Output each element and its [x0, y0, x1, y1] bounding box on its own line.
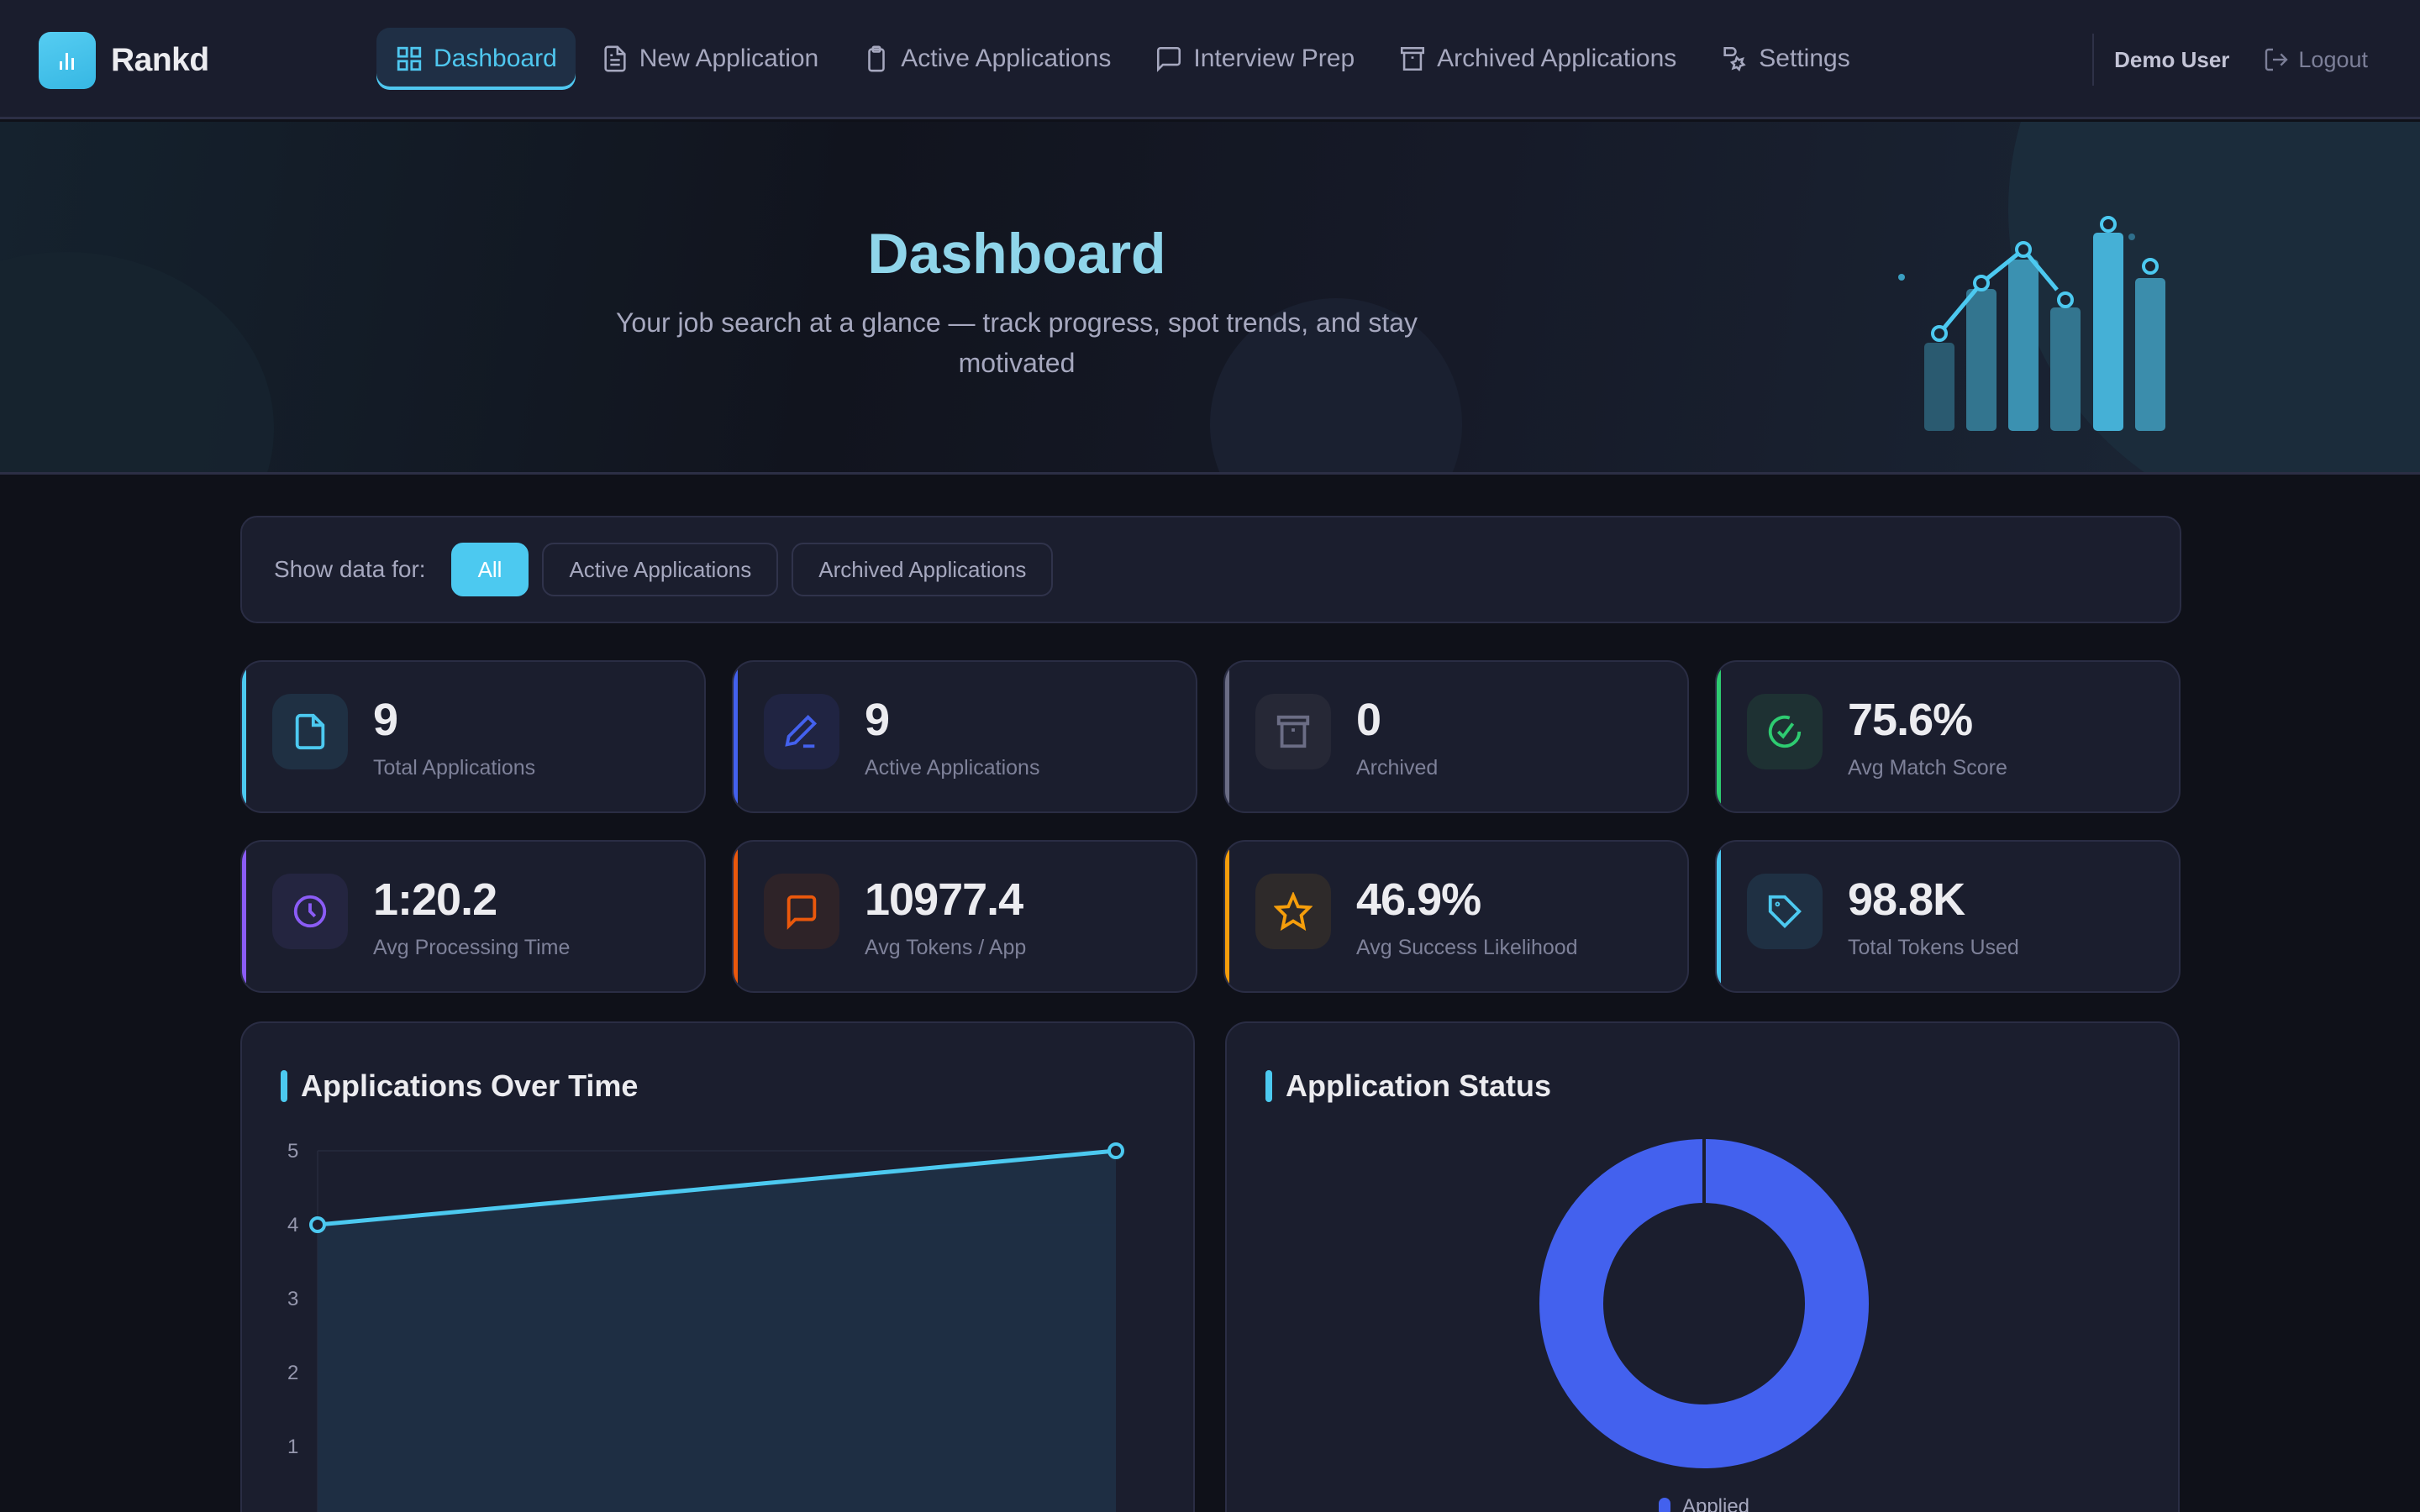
main-nav: Dashboard New Application Active Applica… [376, 28, 1876, 90]
status-donut-chart[interactable] [1227, 1023, 2180, 1512]
stat-value: 98.8K [1848, 874, 1965, 925]
y-tick: 2 [287, 1362, 298, 1384]
y-tick: 4 [287, 1214, 298, 1236]
title-accent [281, 1070, 287, 1102]
nav-label: Active Applications [901, 45, 1112, 72]
legend-swatch [1658, 1498, 1670, 1512]
nav-label: Archived Applications [1437, 45, 1677, 72]
title-accent [1265, 1070, 1272, 1102]
brand[interactable]: Rankd [39, 32, 209, 89]
nav-label: New Application [639, 45, 819, 72]
filter-label: Show data for: [274, 556, 426, 582]
stat-label: Avg Processing Time [373, 936, 571, 959]
stat-label: Total Applications [373, 756, 536, 780]
star-icon [1255, 874, 1331, 949]
top-navigation: Rankd Dashboard New Application Active A… [0, 0, 2420, 119]
accent-bar [242, 842, 246, 991]
chart-title: Application Status [1265, 1068, 1551, 1104]
logout-icon [2265, 48, 2289, 71]
nav-label: Dashboard [434, 45, 557, 72]
data-point [309, 1216, 326, 1233]
filter-archived-button[interactable]: Archived Applications [792, 543, 1054, 596]
stats-grid: 9 Total Applications 9 Active Applicatio… [240, 660, 2181, 993]
clipboard-icon [868, 45, 886, 72]
data-point [1107, 1142, 1124, 1159]
stat-card-total-tokens-used: 98.8K Total Tokens Used [1715, 840, 2181, 993]
y-tick: 5 [287, 1140, 298, 1163]
nav-item-archived-applications[interactable]: Archived Applications [1380, 28, 1695, 90]
stat-label: Avg Tokens / App [865, 936, 1027, 959]
brand-name: Rankd [111, 42, 209, 78]
y-tick: 3 [287, 1288, 298, 1310]
check-circle-icon [1747, 694, 1823, 769]
stat-label: Avg Match Score [1848, 756, 2007, 780]
user-name: Demo User [2114, 46, 2230, 72]
archive-icon [1255, 694, 1331, 769]
stat-card-avg-match-score: 75.6% Avg Match Score [1715, 660, 2181, 813]
hero-banner: Dashboard Your job search at a glance — … [0, 122, 2420, 475]
stat-card-archived: 0 Archived [1223, 660, 1689, 813]
divider [2092, 34, 2095, 86]
stat-label: Archived [1356, 756, 1439, 780]
logout-button[interactable]: Logout [2263, 46, 2368, 73]
accent-bar [734, 842, 738, 991]
data-filter-bar: Show data for: All Active Applications A… [240, 516, 2181, 623]
stat-value: 0 [1356, 695, 1381, 745]
bar-chart-icon [39, 32, 96, 89]
tag-icon [1747, 874, 1823, 949]
stat-label: Active Applications [865, 756, 1040, 780]
chart-title: Applications Over Time [281, 1068, 638, 1104]
filter-all-button[interactable]: All [450, 543, 529, 596]
message-icon [764, 874, 839, 949]
chart-title-text: Application Status [1286, 1068, 1552, 1103]
nav-label: Interview Prep [1193, 45, 1355, 72]
stat-card-active-applications: 9 Active Applications [732, 660, 1197, 813]
accent-bar [734, 662, 738, 811]
nav-item-settings[interactable]: Settings [1702, 28, 1868, 90]
application-status-card: Application Status Applied [1225, 1021, 2180, 1512]
legend-label[interactable]: Applied [1681, 1495, 1750, 1512]
nav-label: Settings [1759, 45, 1850, 72]
page-title: Dashboard [867, 222, 1166, 286]
stat-card-avg-processing-time: 1:20.2 Avg Processing Time [240, 840, 706, 993]
stat-value: 9 [373, 695, 398, 745]
y-tick: 1 [287, 1436, 298, 1458]
applications-over-time-chart[interactable]: 5 4 3 2 1 [242, 1023, 1195, 1512]
accent-bar [1225, 842, 1229, 991]
stat-value: 75.6% [1848, 695, 1973, 745]
accent-bar [1717, 662, 1721, 811]
stat-card-avg-tokens: 10977.4 Avg Tokens / App [732, 840, 1197, 993]
document-icon [604, 45, 626, 72]
chart-illustration-icon [1898, 216, 2165, 431]
file-icon [272, 694, 348, 769]
filter-active-button[interactable]: Active Applications [542, 543, 779, 596]
stat-value: 46.9% [1356, 874, 1481, 925]
grid-icon [397, 46, 422, 71]
stat-card-avg-success-likelihood: 46.9% Avg Success Likelihood [1223, 840, 1689, 993]
archive-icon [1401, 46, 1425, 71]
stat-value: 9 [865, 695, 890, 745]
stat-value: 10977.4 [865, 874, 1023, 925]
accent-bar [1225, 662, 1229, 811]
nav-item-dashboard[interactable]: Dashboard [376, 28, 576, 90]
stat-label: Total Tokens Used [1848, 936, 2019, 959]
accent-bar [1717, 842, 1721, 991]
accent-bar [242, 662, 246, 811]
applications-over-time-card: 5 4 3 2 1 Applications Over Time [240, 1021, 1195, 1512]
stat-value: 1:20.2 [373, 874, 497, 925]
nav-item-new-application[interactable]: New Application [582, 28, 837, 90]
nav-item-interview-prep[interactable]: Interview Prep [1136, 28, 1373, 90]
user-area: Demo User Logout [2092, 34, 2420, 86]
stat-label: Avg Success Likelihood [1356, 936, 1578, 959]
pencil-icon [764, 694, 839, 769]
logout-label: Logout [2298, 46, 2368, 72]
settings-icon [1723, 46, 1746, 72]
page-subtitle: Your job search at a glance — track prog… [616, 307, 1418, 378]
chart-title-text: Applications Over Time [301, 1068, 639, 1103]
chart-legend: Applied [1227, 1495, 2178, 1512]
chat-bubble-icon [1157, 46, 1181, 72]
clock-icon [272, 874, 348, 949]
nav-item-active-applications[interactable]: Active Applications [844, 28, 1129, 90]
stat-card-total-applications: 9 Total Applications [240, 660, 706, 813]
